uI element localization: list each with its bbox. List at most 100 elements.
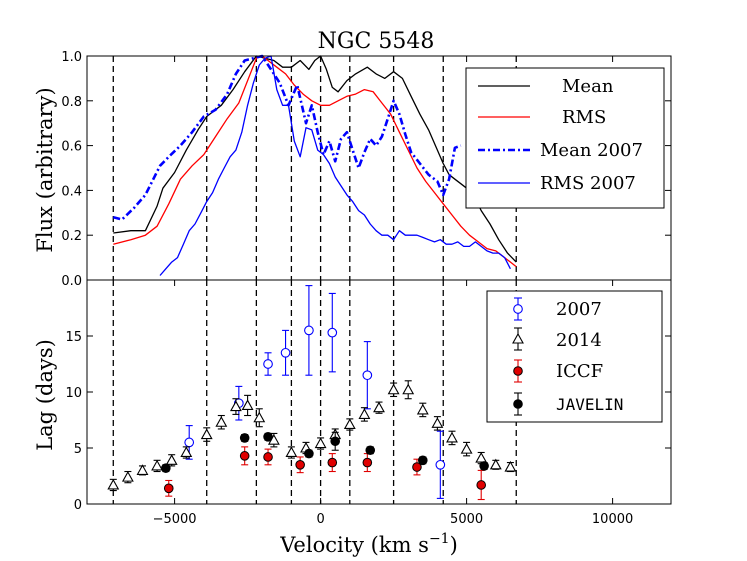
2007-marker-5 bbox=[327, 327, 338, 338]
2007-point-4 bbox=[304, 285, 314, 376]
top-legend-box bbox=[465, 67, 665, 209]
chart-title: NGC 5548 bbox=[318, 29, 435, 54]
2007-point-5 bbox=[327, 292, 338, 373]
2014-marker-22 bbox=[431, 417, 444, 428]
javelin-marker-5 bbox=[365, 445, 376, 456]
2014-point-16 bbox=[343, 418, 356, 431]
2014-marker-8 bbox=[229, 400, 242, 412]
iccf-point-7 bbox=[476, 469, 487, 501]
2014-point-10 bbox=[253, 408, 266, 428]
2007-marker-4 bbox=[304, 325, 314, 336]
legend-javelin-marker bbox=[513, 392, 523, 416]
legend-mean-label: Mean bbox=[562, 76, 614, 97]
iccf-marker-3 bbox=[295, 460, 305, 470]
2014-marker-20 bbox=[402, 383, 415, 395]
2007-marker-2 bbox=[263, 359, 273, 369]
x-axis-label: Velocity (km s−1) bbox=[279, 531, 458, 557]
iccf-marker-7 bbox=[476, 480, 487, 490]
series-line-rms-2007 bbox=[159, 55, 511, 276]
series-line-rms bbox=[113, 55, 517, 268]
2014-marker-3 bbox=[151, 459, 164, 471]
javelin-point-2 bbox=[263, 432, 273, 442]
xtick-label-1: 0 bbox=[316, 512, 324, 527]
2014-point-0 bbox=[107, 478, 120, 492]
iccf-marker-0 bbox=[163, 483, 174, 494]
bottom-panel-frame bbox=[86, 279, 672, 505]
iccf-marker-2 bbox=[263, 452, 273, 462]
2014-marker-26 bbox=[489, 458, 502, 470]
legend-iccf-marker bbox=[513, 359, 523, 383]
javelin-marker-6 bbox=[418, 455, 428, 466]
2014-point-18 bbox=[373, 401, 385, 414]
xtick-label-3: 10000 bbox=[592, 512, 633, 527]
legend-mean2007-label: Mean 2007 bbox=[540, 140, 643, 161]
bottom-legend: 2007 2014 ICCF JAVELIN bbox=[486, 290, 663, 423]
iccf-point-1 bbox=[239, 446, 250, 466]
legend-2007-label: 2007 bbox=[556, 299, 602, 320]
2007-point-3 bbox=[280, 329, 291, 376]
2007-point-6 bbox=[362, 341, 373, 410]
javelin-point-7 bbox=[479, 461, 489, 471]
top-ytick-label-3: 0.6 bbox=[61, 140, 82, 155]
iccf-point-3 bbox=[295, 456, 305, 474]
javelin-point-1 bbox=[239, 433, 250, 443]
xtick-label-2: 5000 bbox=[450, 512, 483, 527]
series-line-mean bbox=[113, 55, 517, 263]
javelin-point-4 bbox=[330, 431, 341, 451]
2014-marker-4 bbox=[165, 454, 178, 465]
2014-point-14 bbox=[314, 437, 327, 450]
iccf-point-6 bbox=[412, 458, 422, 476]
bottom-ylabel: Lag (days) bbox=[33, 339, 57, 451]
2014-point-6 bbox=[200, 427, 213, 442]
iccf-point-0 bbox=[163, 479, 174, 497]
2014-point-12 bbox=[285, 446, 298, 459]
2014-point-26 bbox=[489, 458, 502, 470]
top-ylabel: Flux (arbitrary) bbox=[33, 87, 57, 252]
2014-marker-0 bbox=[107, 478, 120, 490]
2014-marker-21 bbox=[416, 403, 429, 415]
ticks-group: 0.0 0.2 0.4 0.6 0.8 1.0 0 5 10 15 −5000 0 5000 10000 bbox=[61, 50, 671, 527]
iccf-marker-6 bbox=[412, 462, 422, 472]
legend-rms2007-label: RMS 2007 bbox=[540, 173, 636, 194]
javelin-marker-7 bbox=[479, 461, 489, 471]
iccf-marker-4 bbox=[327, 457, 338, 468]
2014-point-1 bbox=[121, 470, 134, 484]
top-ytick-label-4: 0.8 bbox=[61, 95, 82, 110]
2014-point-24 bbox=[460, 441, 473, 457]
javelin-marker-1 bbox=[239, 433, 250, 443]
2014-point-9 bbox=[241, 394, 254, 417]
iccf-point-4 bbox=[327, 453, 338, 473]
2014-point-23 bbox=[446, 430, 458, 446]
top-legend: Mean RMS Mean 2007 RMS 2007 bbox=[465, 67, 665, 209]
2014-marker-18 bbox=[373, 401, 385, 413]
2014-point-4 bbox=[165, 454, 178, 467]
javelin-marker-4 bbox=[330, 436, 341, 447]
top-ytick-label-1: 0.2 bbox=[61, 229, 82, 244]
2014-point-19 bbox=[387, 382, 400, 398]
bottom-ytick-label-3: 15 bbox=[65, 330, 82, 345]
2007-point-2 bbox=[263, 352, 273, 376]
2007-marker-7 bbox=[435, 459, 446, 470]
2014-marker-24 bbox=[460, 442, 473, 454]
2014-marker-23 bbox=[446, 431, 458, 443]
2014-point-17 bbox=[358, 407, 371, 422]
2014-marker-7 bbox=[215, 416, 228, 427]
2014-marker-16 bbox=[343, 418, 356, 430]
legend-2014-label: 2014 bbox=[556, 330, 602, 351]
top-ytick-label-5: 1.0 bbox=[61, 50, 82, 65]
2014-marker-19 bbox=[387, 383, 400, 395]
2014-point-22 bbox=[431, 416, 444, 431]
2014-point-3 bbox=[151, 459, 164, 473]
javelin-point-0 bbox=[161, 463, 171, 473]
2014-marker-12 bbox=[285, 446, 298, 458]
2014-point-8 bbox=[229, 398, 242, 415]
2007-marker-3 bbox=[280, 347, 291, 358]
top-series-group bbox=[112, 54, 517, 276]
iccf-point-5 bbox=[362, 453, 373, 473]
bottom-ytick-label-1: 5 bbox=[74, 442, 82, 457]
iccf-marker-1 bbox=[239, 451, 250, 461]
2014-point-20 bbox=[402, 380, 415, 400]
legend-javelin-label: JAVELIN bbox=[556, 395, 623, 414]
javelin-marker-0 bbox=[161, 463, 171, 473]
